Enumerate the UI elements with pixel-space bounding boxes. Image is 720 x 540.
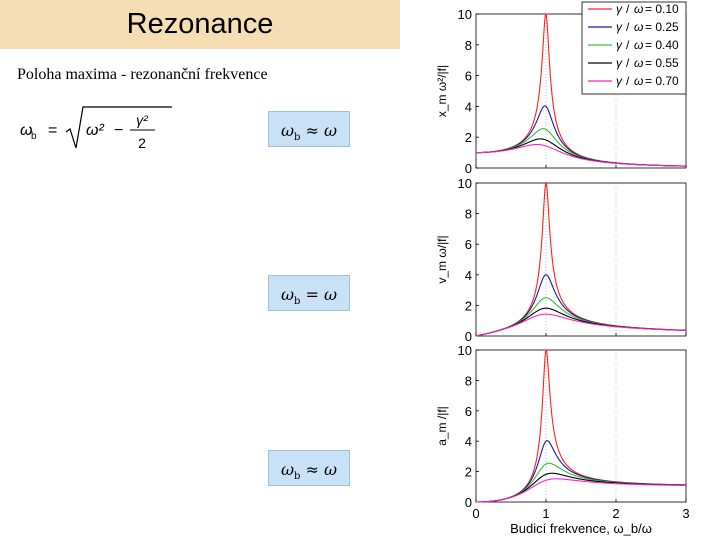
legend-omega-0: ω <box>634 2 643 16</box>
box1-sub: b <box>294 132 301 144</box>
legend-value-2: = 0.40 <box>645 38 679 52</box>
box1-lhs: ω <box>280 121 294 140</box>
legend-omega-3: ω <box>634 56 643 70</box>
chart-acceleration-xlabel: Budicí frekvence, ω_b/ω <box>510 521 652 536</box>
title-bar: Rezonance <box>0 0 400 49</box>
chart-displacement-series-4 <box>476 143 687 167</box>
formula-lhs: ω <box>20 122 32 139</box>
chart-velocity-ytick-label: 2 <box>465 298 472 313</box>
chart-displacement-ytick-label: 4 <box>465 99 472 114</box>
formula-numerator: γ² <box>136 112 149 128</box>
chart-acceleration-ytick-label: 6 <box>465 404 472 419</box>
slide-title: Rezonance <box>126 8 274 40</box>
chart-acceleration-xtick-label: 0 <box>472 506 479 521</box>
legend-slash-0: / <box>626 2 630 16</box>
formula-denominator: 2 <box>138 135 146 151</box>
box3-rhs: ω <box>324 460 338 479</box>
box2-rhs: ω <box>324 285 338 304</box>
box2-relation: = <box>305 285 319 304</box>
legend-slash-3: / <box>626 56 630 70</box>
chart-displacement-ytick-label: 8 <box>465 38 472 53</box>
legend-gamma-0: γ <box>616 2 623 16</box>
chart-acceleration-ytick-label: 10 <box>458 343 472 358</box>
chart-acceleration-xtick-label: 1 <box>542 506 549 521</box>
slide-subtitle: Poloha maxima - rezonanční frekvence <box>17 66 268 83</box>
chart-displacement-ytick-label: 2 <box>465 130 472 145</box>
legend-slash-1: / <box>626 20 630 34</box>
chart-velocity-frame <box>475 182 687 337</box>
chart-acceleration-ytick-label: 2 <box>465 465 472 480</box>
formula-radical-sign <box>65 106 172 149</box>
legend-value-4: = 0.70 <box>645 74 679 88</box>
chart-displacement-ytick-label: 0 <box>465 161 472 176</box>
formula-equals: = <box>48 122 57 139</box>
box1-relation: ≈ <box>305 121 319 140</box>
chart-legend-box <box>581 1 687 95</box>
legend-gamma-3: γ <box>616 56 623 70</box>
chart-acceleration-xtick-label: 2 <box>612 506 619 521</box>
approx-formula-box-1: ωb ≈ ω <box>268 111 350 147</box>
legend-slash-4: / <box>626 74 630 88</box>
formula-minus: − <box>114 122 123 139</box>
chart-acceleration-xtick-label: 3 <box>682 506 689 521</box>
chart-velocity-ytick-label: 10 <box>458 176 472 191</box>
formula-lhs-sub: b <box>31 131 37 142</box>
legend-value-3: = 0.55 <box>645 56 679 70</box>
chart-acceleration-ytick-label: 0 <box>465 495 472 510</box>
legend-slash-2: / <box>626 38 630 52</box>
box2-sub: b <box>294 296 301 308</box>
chart-displacement-ytick-label: 6 <box>465 69 472 84</box>
legend-value-0: = 0.10 <box>645 2 679 16</box>
legend-gamma-4: γ <box>616 74 623 88</box>
chart-acceleration-series-4 <box>476 478 686 503</box>
approx-formula-box-2: ωb = ω <box>268 275 350 311</box>
chart-acceleration-ylabel: a_m /|f| <box>435 406 449 446</box>
chart-acceleration-frame <box>475 349 687 503</box>
chart-velocity-ytick-label: 8 <box>465 207 472 222</box>
legend-value-1: = 0.25 <box>645 20 679 34</box>
box3-sub: b <box>294 471 301 483</box>
approx-formula-box-3: ωb ≈ ω <box>268 450 350 486</box>
chart-velocity-ytick-label: 4 <box>465 268 472 283</box>
chart-acceleration-ytick-label: 4 <box>465 434 472 449</box>
box3-relation: ≈ <box>305 460 319 479</box>
formula-radicand: ω² <box>86 122 104 139</box>
legend-omega-2: ω <box>634 38 643 52</box>
chart-displacement-ytick-label: 10 <box>458 7 472 22</box>
chart-acceleration-ytick-label: 8 <box>465 373 472 388</box>
chart-velocity-ytick-label: 0 <box>465 329 472 344</box>
chart-displacement-ylabel: x_m ω²/|f| <box>435 65 449 117</box>
chart-velocity-ylabel: v_m ω/|f| <box>435 235 449 283</box>
box2-lhs: ω <box>280 285 294 304</box>
chart-velocity-series-4 <box>475 313 687 337</box>
legend-gamma-1: γ <box>616 20 623 34</box>
box3-lhs: ω <box>280 460 294 479</box>
chart-velocity-ytick-label: 6 <box>465 237 472 252</box>
legend-omega-1: ω <box>634 20 643 34</box>
resonance-formula: ω b = ω² − γ² 2 <box>20 106 172 151</box>
legend-omega-4: ω <box>634 74 643 88</box>
box1-rhs: ω <box>324 121 338 140</box>
legend-gamma-2: γ <box>616 38 623 52</box>
